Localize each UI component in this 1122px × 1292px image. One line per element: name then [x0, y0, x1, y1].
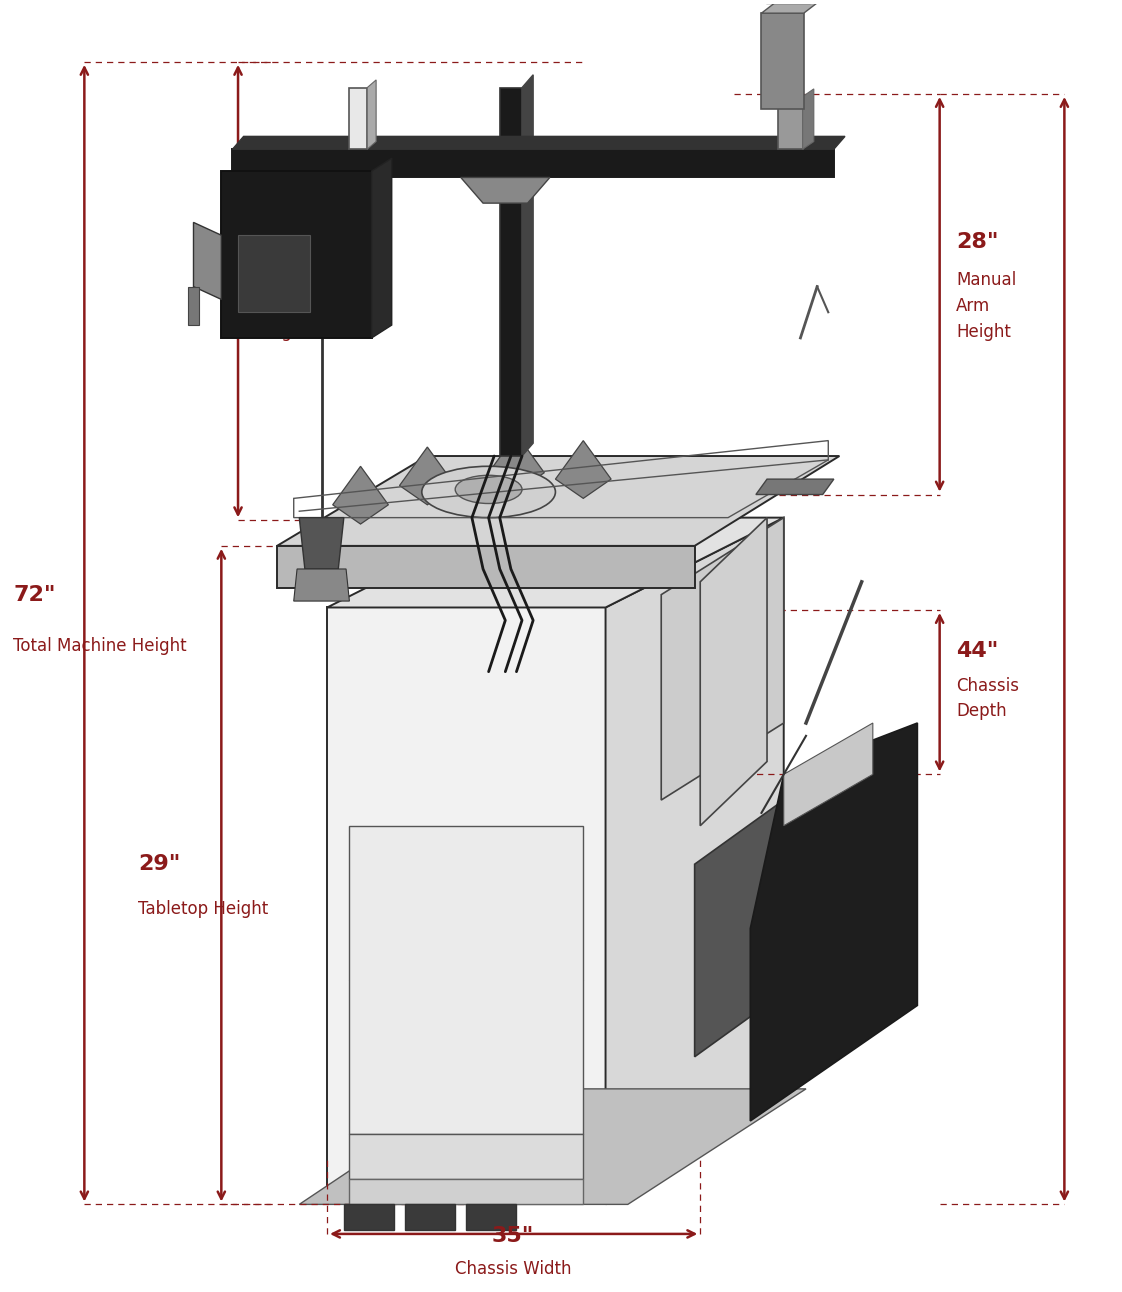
- Polygon shape: [349, 1178, 583, 1204]
- Polygon shape: [328, 518, 784, 607]
- Polygon shape: [695, 800, 784, 1057]
- Polygon shape: [328, 607, 606, 1204]
- Text: Tabletop Height: Tabletop Height: [138, 901, 268, 919]
- Text: 44": 44": [956, 641, 999, 662]
- Polygon shape: [606, 518, 784, 1204]
- Polygon shape: [349, 88, 367, 149]
- Polygon shape: [277, 547, 695, 588]
- Text: Manual: Manual: [956, 271, 1017, 289]
- Polygon shape: [700, 518, 767, 826]
- Text: Total Machine Height: Total Machine Height: [13, 637, 186, 655]
- Polygon shape: [371, 158, 392, 339]
- Polygon shape: [300, 1089, 806, 1204]
- Polygon shape: [522, 75, 533, 456]
- Polygon shape: [461, 177, 550, 203]
- Text: 28": 28": [956, 231, 999, 252]
- Text: Robo-Arm: Robo-Arm: [255, 291, 337, 309]
- Text: 37": 37": [255, 244, 297, 265]
- Text: Chassis Width: Chassis Width: [454, 1260, 571, 1278]
- Polygon shape: [488, 434, 544, 492]
- Polygon shape: [762, 3, 817, 13]
- Text: 72": 72": [13, 585, 56, 605]
- Polygon shape: [367, 80, 376, 149]
- Text: Chassis: Chassis: [956, 677, 1020, 695]
- Polygon shape: [232, 137, 845, 149]
- Polygon shape: [766, 0, 810, 3]
- Polygon shape: [277, 456, 839, 547]
- Polygon shape: [784, 724, 873, 826]
- Polygon shape: [333, 466, 388, 525]
- Text: Height: Height: [956, 323, 1011, 341]
- Polygon shape: [756, 479, 834, 495]
- Text: 35": 35": [491, 1226, 534, 1247]
- Polygon shape: [499, 88, 522, 456]
- Polygon shape: [555, 441, 611, 499]
- Polygon shape: [238, 235, 311, 313]
- Polygon shape: [762, 13, 803, 110]
- Polygon shape: [751, 724, 918, 1121]
- Polygon shape: [399, 447, 456, 505]
- Polygon shape: [661, 518, 784, 800]
- Polygon shape: [405, 1204, 456, 1230]
- Text: Depth: Depth: [956, 703, 1006, 721]
- Polygon shape: [300, 518, 343, 568]
- Text: Arm: Arm: [956, 297, 991, 315]
- Polygon shape: [779, 97, 802, 149]
- Text: Height: Height: [255, 323, 310, 341]
- Polygon shape: [349, 826, 583, 1134]
- Polygon shape: [343, 1204, 394, 1230]
- Polygon shape: [232, 149, 834, 177]
- Polygon shape: [349, 1134, 583, 1178]
- Ellipse shape: [456, 475, 522, 504]
- Polygon shape: [221, 171, 371, 339]
- Polygon shape: [187, 287, 199, 326]
- Polygon shape: [294, 568, 349, 601]
- Polygon shape: [193, 222, 221, 300]
- Ellipse shape: [422, 466, 555, 518]
- Polygon shape: [802, 89, 813, 149]
- Polygon shape: [467, 1204, 516, 1230]
- Text: 29": 29": [138, 854, 181, 875]
